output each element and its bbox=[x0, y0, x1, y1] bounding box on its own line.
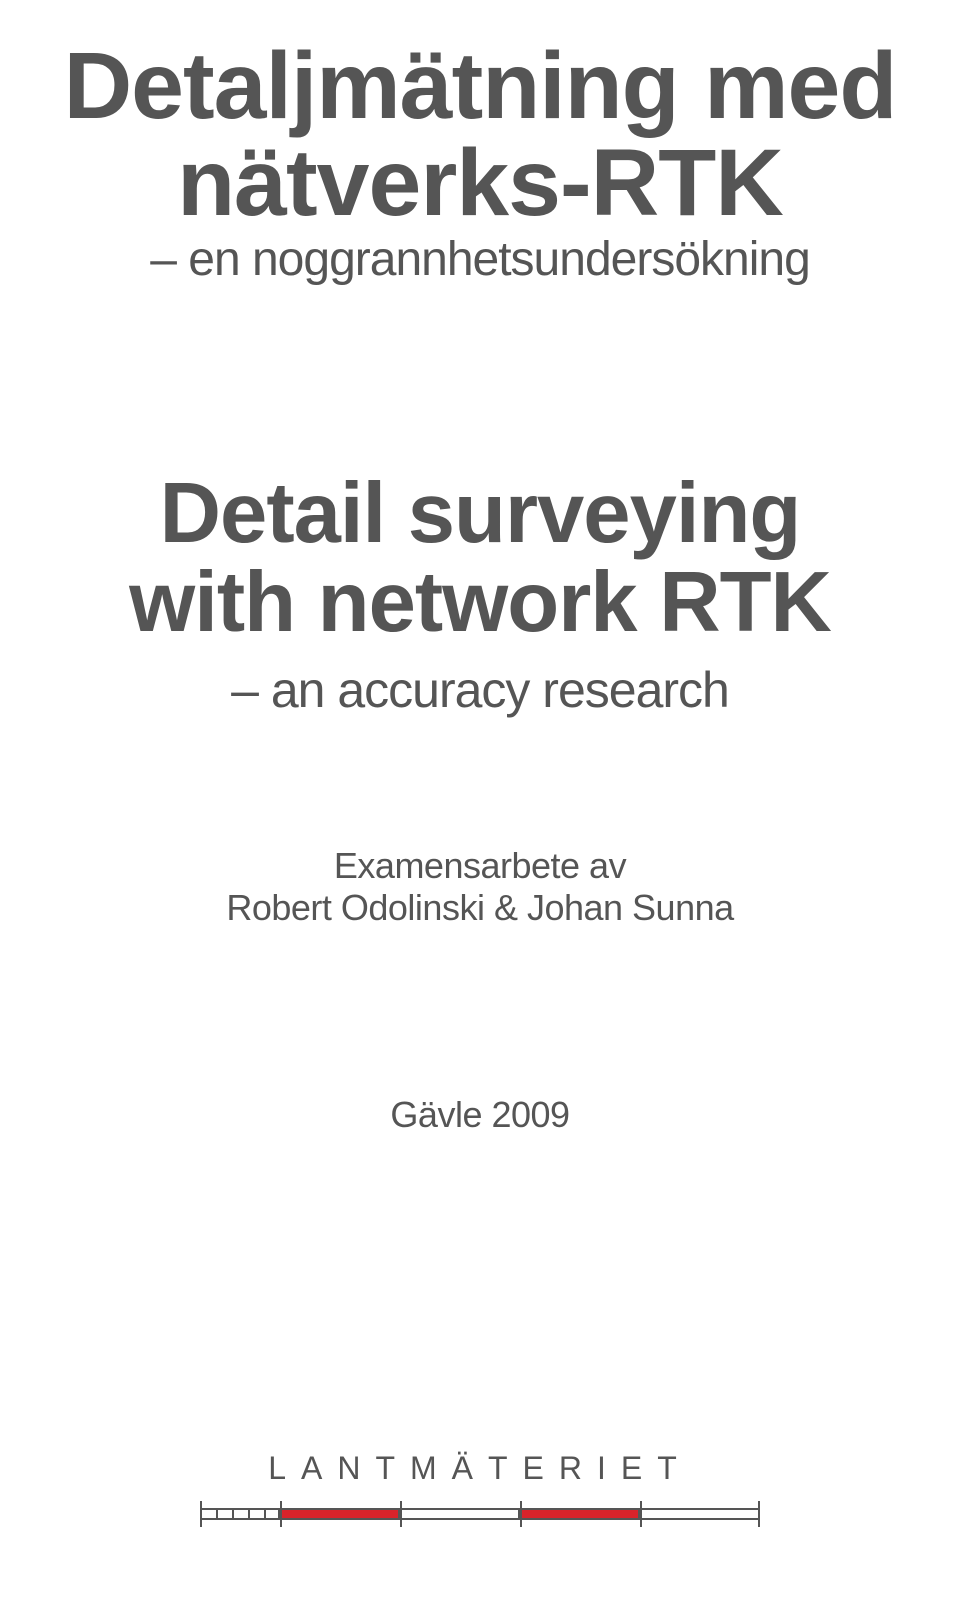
authors-label: Examensarbete av bbox=[0, 845, 960, 887]
ruler-tick bbox=[200, 1501, 202, 1527]
english-title-line2: with network RTK bbox=[0, 558, 960, 647]
english-title-line1: Detail surveying bbox=[0, 469, 960, 558]
ruler-segment bbox=[264, 1508, 280, 1520]
swedish-title-block: Detaljmätning med nätverks-RTK – en nogg… bbox=[0, 38, 960, 284]
ruler-segment bbox=[400, 1508, 520, 1520]
ruler-tick bbox=[520, 1501, 522, 1527]
ruler-segment bbox=[248, 1508, 264, 1520]
english-subtitle: – an accuracy research bbox=[0, 665, 960, 715]
authors-block: Examensarbete av Robert Odolinski & Joha… bbox=[0, 845, 960, 929]
ruler-segment bbox=[520, 1508, 640, 1520]
footer-ruler bbox=[200, 1501, 760, 1529]
place-year: Gävle 2009 bbox=[0, 1094, 960, 1136]
english-title-block: Detail surveying with network RTK – an a… bbox=[0, 469, 960, 716]
cover-page: Detaljmätning med nätverks-RTK – en nogg… bbox=[0, 0, 960, 1604]
footer: LANTMÄTERIET bbox=[0, 1450, 960, 1529]
ruler-tick bbox=[640, 1501, 642, 1527]
ruler-segment bbox=[232, 1508, 248, 1520]
ruler-segment bbox=[216, 1508, 232, 1520]
ruler-tick bbox=[400, 1501, 402, 1527]
authors-names: Robert Odolinski & Johan Sunna bbox=[0, 887, 960, 929]
footer-wordmark: LANTMÄTERIET bbox=[0, 1450, 960, 1487]
swedish-title-line2: nätverks-RTK bbox=[0, 135, 960, 232]
ruler-tick bbox=[280, 1501, 282, 1527]
swedish-title-line1: Detaljmätning med bbox=[0, 38, 960, 135]
swedish-subtitle: – en noggrannhetsundersökning bbox=[0, 236, 960, 284]
ruler-tick bbox=[758, 1501, 760, 1527]
ruler-segment bbox=[200, 1508, 216, 1520]
ruler-segment bbox=[280, 1508, 400, 1520]
ruler-segment bbox=[640, 1508, 760, 1520]
